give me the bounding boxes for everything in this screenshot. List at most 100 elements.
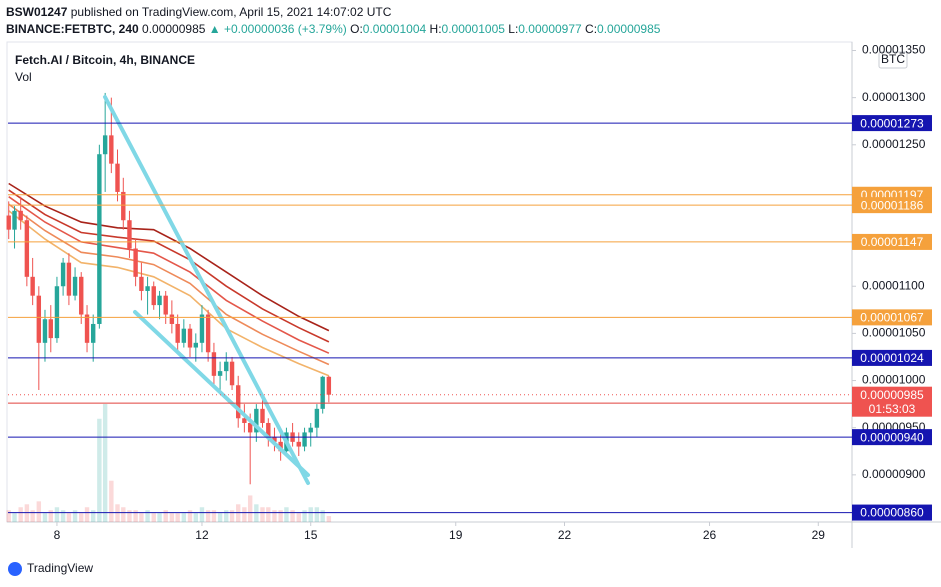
o-value: 0.00001004 xyxy=(362,22,427,36)
legend-vol: Vol xyxy=(15,70,32,84)
candle-body xyxy=(266,422,271,438)
x-tick-label: 29 xyxy=(812,528,826,542)
level-label: 0.00001273 xyxy=(860,116,924,130)
symbol: BINANCE:FETBTC, 240 xyxy=(6,22,139,36)
volume-bar xyxy=(193,513,198,522)
candle-body xyxy=(151,286,156,306)
volume-bar xyxy=(84,507,90,522)
h-value: 0.00001005 xyxy=(441,22,505,36)
volume-bar xyxy=(169,513,175,522)
volume-bar xyxy=(90,510,96,522)
volume-bar xyxy=(266,507,271,522)
volume-bar xyxy=(66,513,72,522)
candle-body xyxy=(42,319,48,343)
last-price-label: 0.00000985 xyxy=(860,388,924,402)
candle-body xyxy=(24,220,30,277)
ribbon-line xyxy=(8,182,330,332)
volume-bar xyxy=(229,510,235,522)
candle-body xyxy=(199,314,205,343)
volume-bar xyxy=(278,510,283,522)
volume-bar xyxy=(121,507,126,522)
candle-body xyxy=(79,276,84,315)
volume-bar xyxy=(326,516,332,522)
volume-bar xyxy=(217,513,223,522)
candle-body xyxy=(127,220,132,249)
volume-bar xyxy=(205,510,211,522)
volume-bar xyxy=(284,507,289,522)
level-label: 0.00001024 xyxy=(860,351,924,365)
volume-bar xyxy=(6,510,11,522)
level-label-box xyxy=(852,309,932,326)
candle-body xyxy=(6,215,11,230)
volume-bar xyxy=(187,510,193,522)
volume-bar xyxy=(102,404,108,522)
volume-bar xyxy=(79,513,84,522)
volume-bar xyxy=(30,510,35,522)
candle-body xyxy=(247,422,253,433)
volume-bar xyxy=(242,507,247,522)
currency: BTC xyxy=(881,52,905,66)
candle-body xyxy=(12,210,17,230)
candle-body xyxy=(217,371,223,376)
candle-body xyxy=(254,408,259,433)
volume-bar xyxy=(115,504,120,522)
level-label: 0.00001147 xyxy=(861,235,924,249)
c-value: 0.00000985 xyxy=(597,22,661,36)
header-line-2: BINANCE:FETBTC, 240 0.00000985 ▲ +0.0000… xyxy=(6,21,660,38)
trend-line xyxy=(103,95,310,485)
volume-bar xyxy=(133,510,138,522)
y-tick-label: 0.00001350 xyxy=(862,43,926,57)
candle-body xyxy=(48,319,53,339)
volume-bar xyxy=(236,504,241,522)
volume-bar xyxy=(151,513,156,522)
candle-body xyxy=(181,328,187,343)
published: published on TradingView.com, April 15, … xyxy=(70,5,392,19)
candle-body xyxy=(60,262,66,287)
currency-box xyxy=(878,51,908,69)
logo-icon xyxy=(8,562,22,576)
ribbon-line xyxy=(8,196,330,354)
x-tick-label: 26 xyxy=(703,528,717,542)
volume-bar xyxy=(60,510,66,522)
level-label: 0.00000940 xyxy=(860,430,924,444)
candle-body xyxy=(193,342,198,348)
candle-body xyxy=(302,432,307,447)
plot-frame xyxy=(6,41,853,523)
candle-body xyxy=(30,276,35,296)
candle-body xyxy=(84,314,90,343)
volume-bar xyxy=(224,510,229,522)
x-tick-label: 15 xyxy=(304,528,318,542)
volume-bar xyxy=(260,507,265,522)
candle-body xyxy=(242,418,247,423)
volume-bar xyxy=(72,510,78,522)
level-label-box xyxy=(852,115,932,132)
candle-body xyxy=(115,163,120,192)
volume-bar xyxy=(272,510,277,522)
volume-bar xyxy=(109,480,114,522)
level-label: 0.00000860 xyxy=(860,506,924,520)
level-label-box xyxy=(852,504,932,521)
candle-body xyxy=(314,408,320,428)
candle-body xyxy=(326,376,332,395)
y-tick-label: 0.00000900 xyxy=(862,467,926,481)
volume-bar xyxy=(42,513,48,522)
y-tick-label: 0.00001250 xyxy=(862,137,926,151)
candle-body xyxy=(139,276,144,291)
x-tick-label: 12 xyxy=(195,528,209,542)
x-tick-label: 22 xyxy=(558,528,572,542)
candle-body xyxy=(260,408,265,423)
candle-body xyxy=(229,361,235,386)
candle-body xyxy=(211,352,217,376)
level-label-box xyxy=(852,429,932,446)
author: BSW01247 xyxy=(6,5,68,19)
last-price-box xyxy=(852,386,932,417)
volume-bar xyxy=(308,507,313,522)
level-label-box xyxy=(852,349,932,366)
volume-bar xyxy=(181,513,187,522)
level-label: 0.00001186 xyxy=(861,198,924,212)
o-label: O: xyxy=(350,22,363,36)
candle-body xyxy=(90,323,96,343)
candle-body xyxy=(102,135,108,155)
candle-body xyxy=(97,154,102,324)
